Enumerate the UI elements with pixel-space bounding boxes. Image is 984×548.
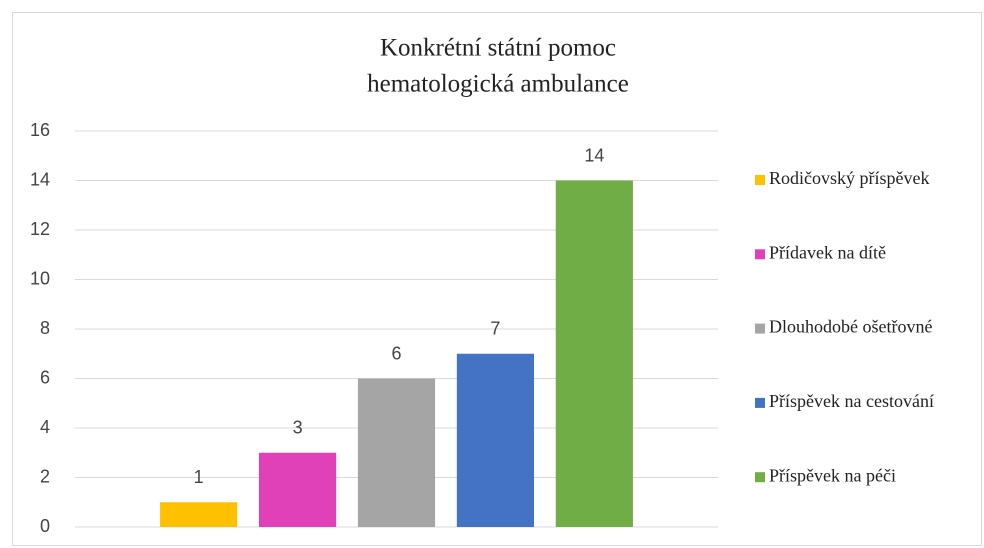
data-label: 6 [391, 343, 401, 363]
legend-label: Dlouhodobé ošetřovné [769, 317, 932, 337]
y-tick-label: 12 [30, 219, 50, 239]
y-tick-label: 8 [40, 318, 50, 338]
y-tick-label: 6 [40, 367, 50, 387]
legend-swatch [755, 397, 765, 408]
legend-label: Příspěvek na cestování [769, 391, 934, 411]
chart-title: Konkrétní státní pomoc [380, 35, 616, 62]
chart-subtitle: hematologická ambulance [367, 71, 629, 98]
data-label: 3 [293, 418, 303, 438]
y-tick-label: 10 [30, 268, 50, 288]
legend-label: Rodičovský příspěvek [769, 168, 929, 188]
bar [456, 353, 535, 527]
y-tick-label: 2 [40, 466, 50, 486]
bar [160, 502, 238, 527]
data-label: 1 [194, 467, 204, 487]
y-tick-label: 4 [40, 417, 50, 437]
y-tick-label: 14 [30, 169, 50, 189]
y-tick-label: 16 [30, 120, 50, 140]
bar [555, 180, 633, 527]
legend-label: Přídavek na dítě [769, 242, 886, 262]
legend-swatch [755, 472, 765, 483]
bar [258, 452, 337, 527]
legend-swatch [755, 323, 765, 334]
legend-label: Příspěvek na péči [769, 465, 896, 485]
bar [357, 378, 436, 527]
data-label: 7 [490, 319, 500, 339]
legend-swatch [755, 175, 765, 185]
data-label: 14 [584, 145, 604, 165]
y-tick-label: 0 [40, 516, 50, 536]
legend-swatch [755, 249, 765, 260]
